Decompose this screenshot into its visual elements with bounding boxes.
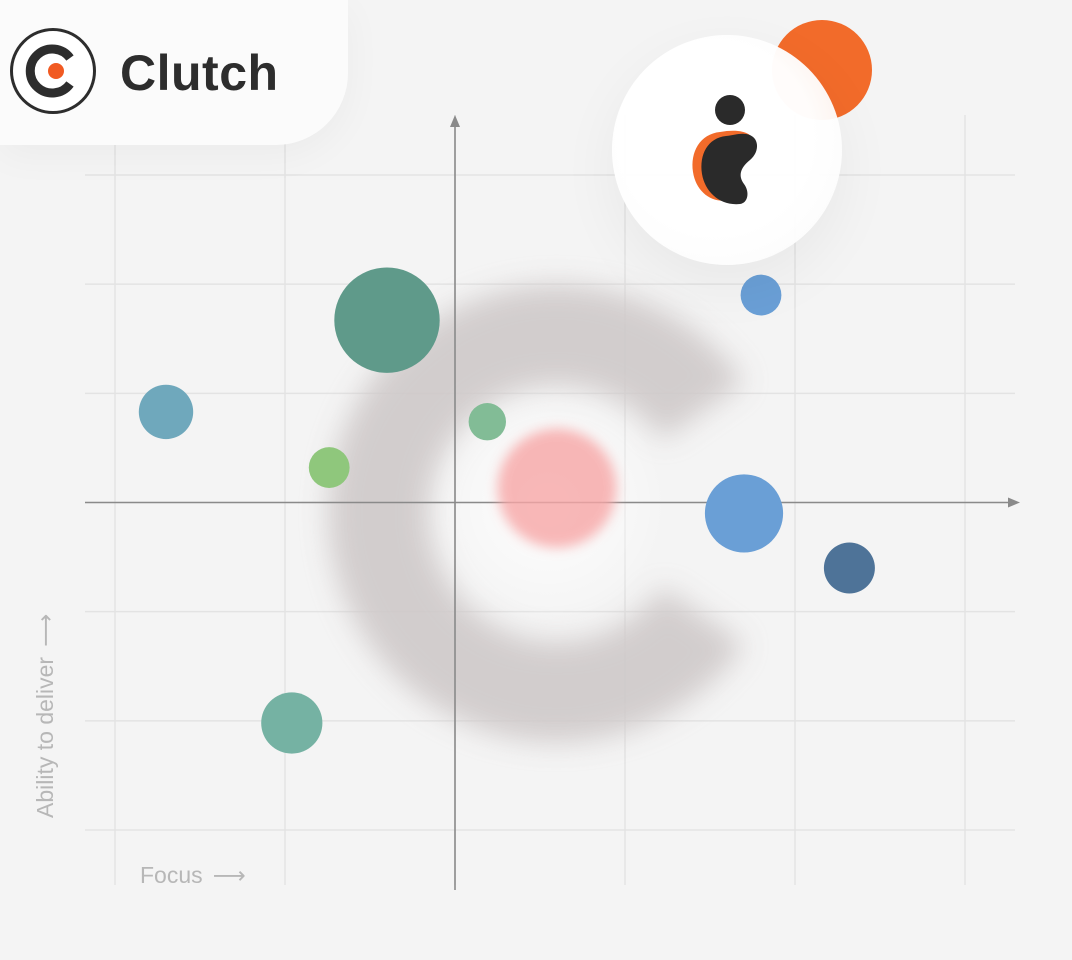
data-bubble-4 (468, 403, 506, 441)
brand-header: Clutch (0, 0, 348, 145)
x-axis-arrowhead (1008, 497, 1020, 508)
data-bubble-9 (261, 692, 323, 754)
brand-name: Clutch (120, 45, 279, 101)
x-axis-label-text: Focus (140, 862, 203, 888)
y-axis-label-text: Ability to deliver (32, 656, 58, 818)
person-silhouette-icon (690, 92, 770, 217)
data-bubble-8 (823, 542, 875, 594)
y-axis-arrow-icon: ⟶ (32, 613, 58, 647)
data-bubble-7 (704, 474, 784, 553)
data-bubble-3 (138, 384, 194, 440)
y-axis-label: Ability to deliver ⟶ (32, 614, 59, 818)
y-axis-arrowhead (450, 115, 460, 127)
data-bubble-2 (334, 267, 440, 373)
watermark-logo-arc (328, 284, 745, 742)
data-bubble-5 (308, 447, 350, 488)
data-bubble-1 (740, 274, 782, 316)
x-axis-arrow-icon: ⟶ (212, 862, 246, 888)
data-bubble-6 (497, 428, 617, 548)
x-axis-label: Focus ⟶ (140, 862, 246, 889)
clutch-logo-icon[interactable] (10, 28, 96, 114)
